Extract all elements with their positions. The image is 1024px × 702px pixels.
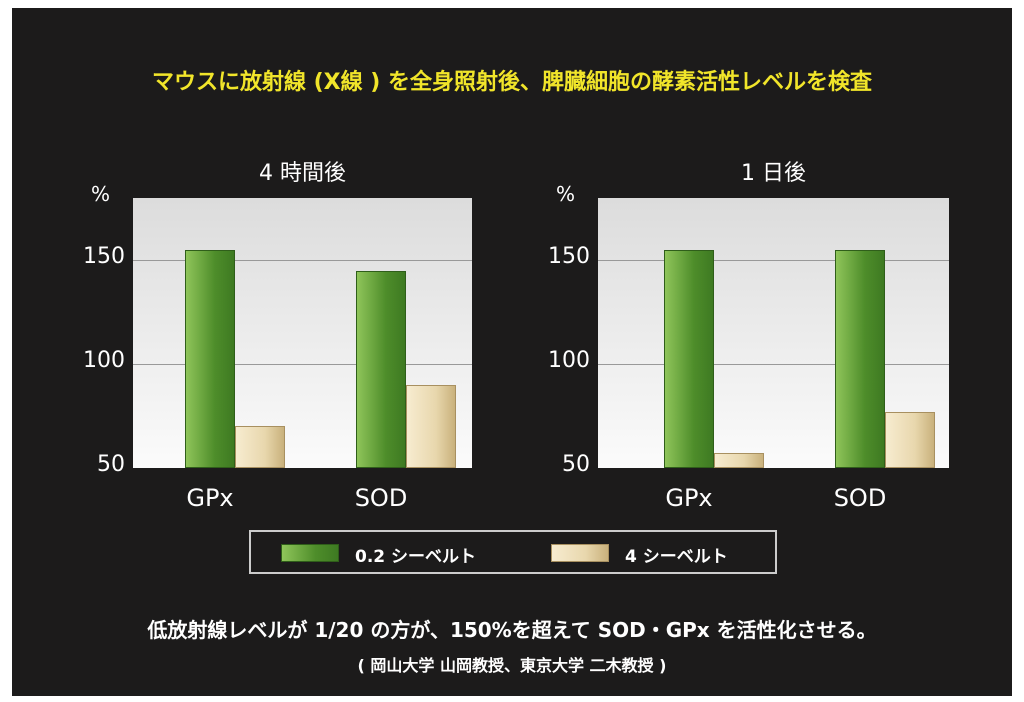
bar-gpx-4sv [714, 453, 764, 468]
bar-sod-4sv [885, 411, 935, 468]
y-tick-label: 50 [97, 452, 125, 477]
gridline [133, 260, 472, 262]
y-tick-label: 50 [562, 452, 590, 477]
y-axis-label: % [556, 182, 576, 206]
y-tick-label: 100 [83, 348, 125, 374]
bar-gpx-0-2sv [185, 249, 235, 468]
legend-label: 0.2 シーベルト [355, 547, 477, 567]
x-tick-label: SOD [833, 484, 887, 512]
y-tick-label: 100 [548, 348, 590, 374]
gridline [598, 260, 949, 262]
x-tick-label: GPx [186, 484, 234, 512]
y-tick-label: 150 [83, 244, 125, 270]
footer-note: 低放射線レベルが 1/20 の方が、150%を超えて SOD・GPx を活性化さ… [147, 618, 877, 642]
x-tick-label: SOD [354, 484, 408, 512]
legend: 0.2 シーベルト 4 シーベルト [249, 530, 777, 574]
bar-sod-0-2sv [835, 249, 885, 468]
legend-swatch-green [281, 544, 339, 562]
gridline [133, 364, 472, 366]
legend-label: 4 シーベルト [625, 547, 728, 567]
bar-gpx-0-2sv [664, 249, 714, 468]
main-title: マウスに放射線 (X線 ) を全身照射後、脾臓細胞の酵素活性レベルを検査 [151, 70, 873, 95]
panel-title: 4 時間後 [259, 161, 346, 186]
bar-sod-0-2sv [356, 270, 406, 468]
x-tick-label: GPx [665, 484, 713, 512]
bar-gpx-4sv [235, 426, 285, 468]
plot-area [133, 198, 472, 468]
gridline [598, 364, 949, 366]
y-axis-label: % [91, 182, 111, 206]
legend-swatch-beige [551, 544, 609, 562]
plot-area [598, 198, 949, 468]
footer-source: ( 岡山大学 山岡教授、東京大学 二木教授 ) [357, 656, 667, 675]
y-tick-label: 150 [548, 244, 590, 270]
bar-sod-4sv [406, 384, 456, 468]
panel-title: 1 日後 [741, 161, 806, 186]
